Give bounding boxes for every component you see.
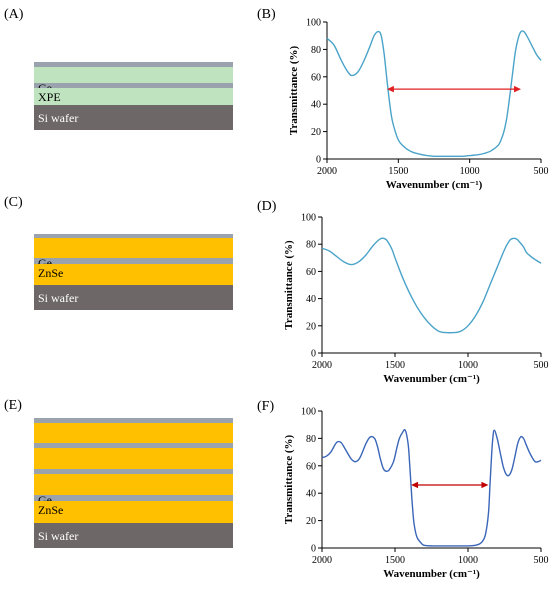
si-wafer-label: Si wafer	[38, 291, 79, 305]
y-tick-label: 0	[311, 544, 316, 555]
x-axis-label: Wavenumber (cm⁻¹)	[386, 179, 483, 191]
x-tick-label: 1500	[385, 555, 405, 566]
arrow-head-right	[481, 481, 489, 489]
y-tick-label: 100	[306, 18, 321, 29]
znse-layer: ZnSe	[34, 264, 233, 285]
y-tick-label: 60	[306, 461, 316, 472]
layer-stack-a: Ge XPE Si wafer	[34, 62, 233, 130]
y-tick-label: 40	[306, 294, 316, 305]
panel-label-f: (F)	[257, 399, 275, 414]
x-tick-label: 500	[534, 166, 549, 177]
znse-layer	[34, 448, 233, 469]
x-axis-label: Wavenumber (cm⁻¹)	[383, 373, 480, 385]
chart-b: 0 20 40 60 80 100 2000 1500 1000 500 Wavenumber (c…	[288, 18, 549, 192]
panel-label-e: (E)	[4, 398, 22, 413]
ge-layer	[34, 443, 233, 448]
layer-stack-c: Ge ZnSe Si wafer	[34, 234, 233, 310]
y-axis-label: Transmittance (%)	[283, 435, 295, 525]
znse-layer	[34, 474, 233, 495]
x-tick-label: 1000	[458, 555, 478, 566]
bandwidth-arrow	[411, 481, 489, 489]
y-tick-label: 20	[306, 516, 316, 527]
y-tick-label: 20	[311, 127, 321, 138]
chart-d: 0 20 40 60 80 100 2000 1500 1000 500 Wavenumber (c…	[283, 213, 549, 386]
layer-stack-e: Ge ZnSe Si wafer	[34, 418, 233, 548]
transmittance-line	[321, 237, 542, 334]
panel-label-b: (B)	[257, 7, 276, 22]
si-wafer-label: Si wafer	[38, 111, 79, 125]
y-tick-label: 40	[311, 100, 321, 111]
panel-label-d: (D)	[257, 199, 277, 214]
x-axis-label: Wavenumber (cm⁻¹)	[383, 568, 480, 580]
y-tick-label: 0	[311, 349, 316, 360]
y-tick-label: 100	[301, 213, 316, 224]
znse-layer	[34, 423, 233, 443]
y-tick-label: 60	[311, 72, 321, 83]
si-wafer-layer: Si wafer	[34, 523, 233, 548]
transmittance-line	[321, 428, 542, 547]
ge-layer	[34, 62, 233, 67]
si-wafer-layer: Si wafer	[34, 285, 233, 310]
transmittance-line	[326, 30, 542, 158]
znse-layer: ZnSe	[34, 501, 233, 523]
arrow-head-left	[411, 481, 419, 489]
x-tick-label: 2000	[312, 360, 332, 371]
y-tick-label: 80	[311, 45, 321, 56]
xpe-layer	[34, 67, 233, 83]
arrow-head-right	[514, 85, 522, 93]
panel-label-a: (A)	[4, 7, 24, 22]
x-tick-label: 500	[534, 360, 549, 371]
chart-f: 0 20 40 60 80 100 2000 1500 1000 500 Wavenumber (c…	[283, 407, 549, 581]
y-tick-label: 0	[316, 155, 321, 166]
x-tick-label: 1500	[385, 360, 405, 371]
y-tick-label: 40	[306, 489, 316, 500]
znse-label: ZnSe	[38, 503, 64, 517]
x-tick-label: 1000	[458, 360, 478, 371]
si-wafer-label: Si wafer	[38, 529, 79, 543]
ge-layer	[34, 234, 233, 238]
x-tick-label: 500	[534, 555, 549, 566]
ge-layer	[34, 418, 233, 423]
x-tick-label: 1500	[388, 166, 408, 177]
ge-layer	[34, 469, 233, 474]
x-tick-label: 1000	[460, 166, 480, 177]
y-tick-label: 100	[301, 407, 316, 418]
si-wafer-layer: Si wafer	[34, 105, 233, 130]
y-tick-label: 80	[306, 240, 316, 251]
x-tick-label: 2000	[312, 555, 332, 566]
y-tick-label: 80	[306, 434, 316, 445]
y-axis-label: Transmittance (%)	[283, 240, 295, 330]
panel-label-c: (C)	[4, 195, 23, 210]
xpe-label: XPE	[38, 90, 61, 104]
y-tick-label: 60	[306, 267, 316, 278]
y-tick-label: 20	[306, 321, 316, 332]
bandwidth-arrow	[386, 85, 522, 93]
xpe-layer: XPE	[34, 88, 233, 105]
znse-layer	[34, 238, 233, 258]
y-axis-label: Transmittance (%)	[288, 46, 300, 136]
x-tick-label: 2000	[317, 166, 337, 177]
arrow-head-left	[386, 85, 394, 93]
znse-label: ZnSe	[38, 266, 64, 280]
